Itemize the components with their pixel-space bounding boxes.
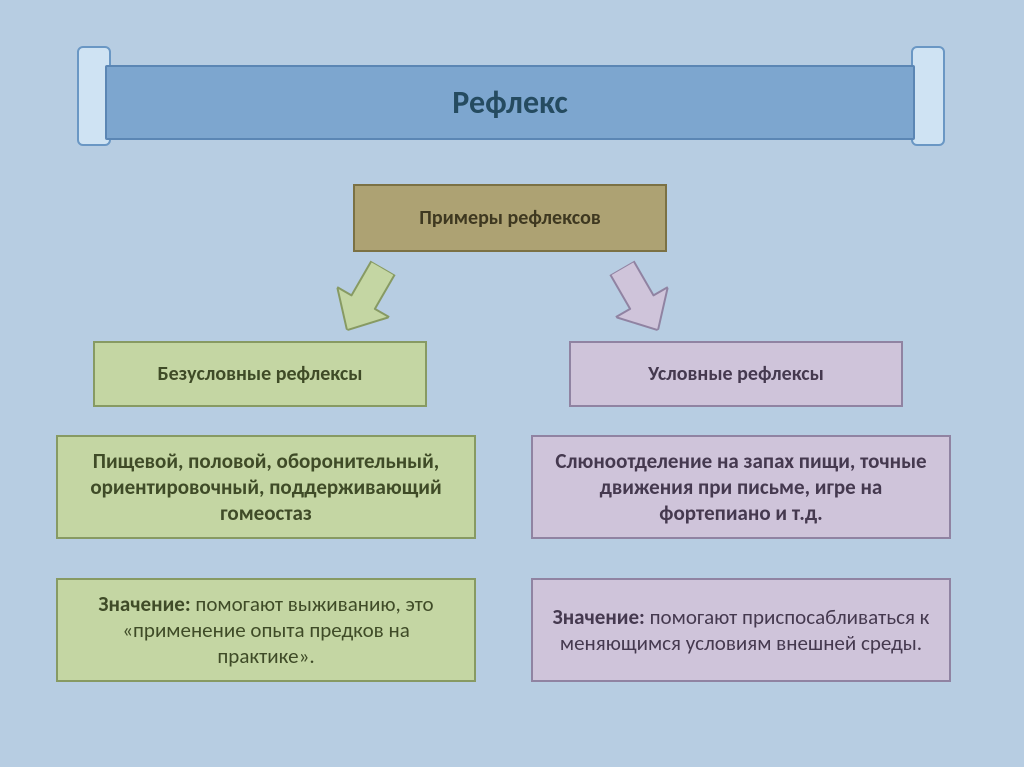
conditioned-meaning-text: Значение: помогают приспосабливаться к м… bbox=[547, 604, 935, 657]
conditioned-head-text: Условные рефлексы bbox=[648, 362, 824, 387]
box-unconditioned-head: Безусловные рефлексы bbox=[93, 341, 427, 407]
unconditioned-meaning-text: Значение: помогают выживанию, это «приме… bbox=[72, 591, 460, 670]
slide-canvas: Рефлекс Примеры рефлексов Безусловные ре… bbox=[0, 0, 1024, 767]
title-banner: Рефлекс bbox=[105, 65, 915, 140]
unconditioned-examples-text: Пищевой, половой, оборонительный, ориент… bbox=[72, 448, 460, 527]
box-unconditioned-examples: Пищевой, половой, оборонительный, ориент… bbox=[56, 435, 476, 539]
box-conditioned-head: Условные рефлексы bbox=[569, 341, 903, 407]
box-unconditioned-meaning: Значение: помогают выживанию, это «приме… bbox=[56, 578, 476, 682]
box-conditioned-meaning: Значение: помогают приспосабливаться к м… bbox=[531, 578, 951, 682]
arrow-left bbox=[321, 253, 409, 345]
arrow-right bbox=[596, 253, 684, 345]
box-conditioned-examples: Слюноотделение на запах пищи, точные дви… bbox=[531, 435, 951, 539]
title-scroll-right bbox=[911, 46, 945, 146]
title-text: Рефлекс bbox=[452, 83, 568, 122]
unconditioned-head-text: Безусловные рефлексы bbox=[158, 362, 363, 387]
box-examples: Примеры рефлексов bbox=[353, 184, 667, 252]
box-examples-text: Примеры рефлексов bbox=[419, 206, 600, 231]
conditioned-examples-text: Слюноотделение на запах пищи, точные дви… bbox=[547, 448, 935, 527]
